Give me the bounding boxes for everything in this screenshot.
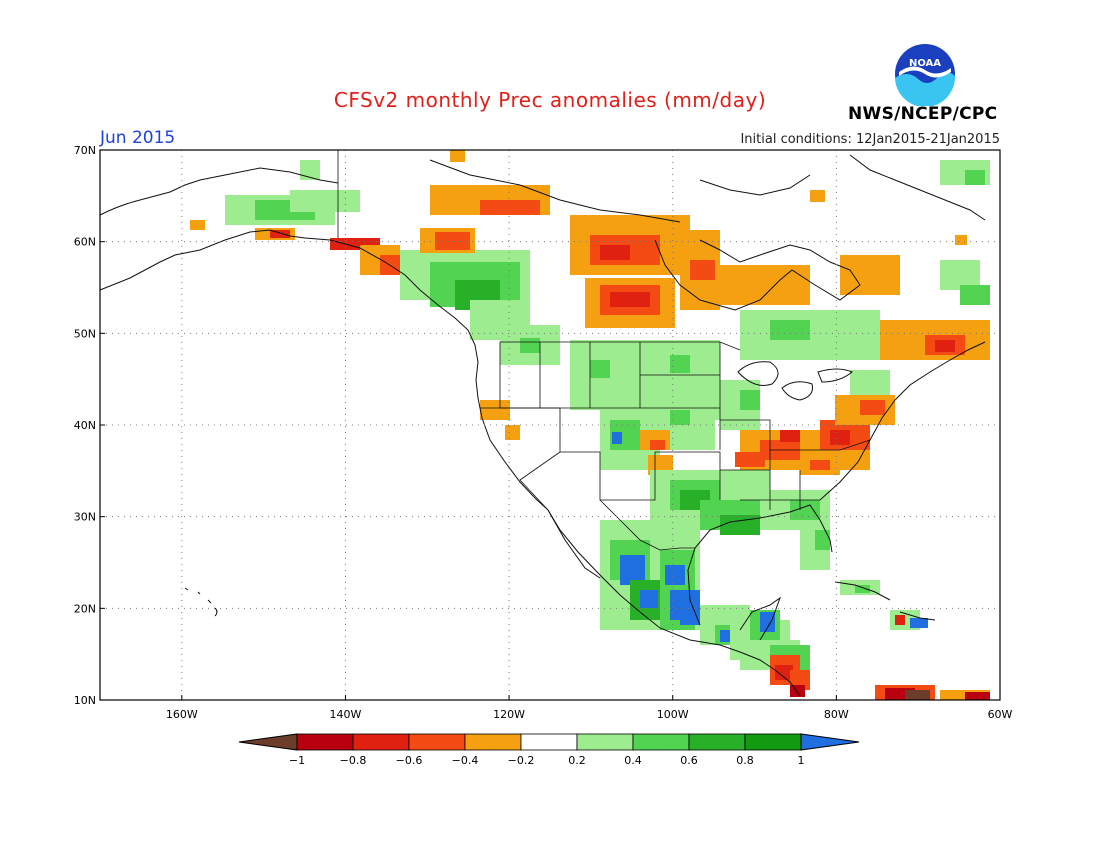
anomaly-cell bbox=[955, 235, 967, 245]
lat-label: 10N bbox=[74, 694, 96, 707]
lat-label: 30N bbox=[74, 511, 96, 524]
lon-label: 160W bbox=[166, 708, 198, 721]
colorbar-right-arrow bbox=[800, 733, 860, 751]
colorbar-label: 0.6 bbox=[680, 754, 698, 767]
anomaly-cell bbox=[735, 452, 765, 467]
lon-label: 120W bbox=[493, 708, 525, 721]
anomaly-cell bbox=[855, 585, 870, 593]
graticule bbox=[100, 150, 1000, 700]
anomaly-cell bbox=[690, 260, 715, 280]
lat-label: 60N bbox=[74, 236, 96, 249]
anomaly-cell bbox=[910, 618, 928, 628]
anomaly-cell bbox=[905, 690, 930, 700]
anomaly-cell bbox=[760, 612, 775, 632]
anomaly-cell bbox=[435, 232, 470, 250]
anomaly-cell bbox=[775, 665, 793, 680]
coastline bbox=[99, 154, 986, 697]
anomaly-cell bbox=[810, 190, 825, 202]
colorbar-swatch bbox=[520, 733, 578, 751]
anomaly-cell bbox=[505, 425, 520, 440]
anomaly-cell bbox=[290, 190, 360, 212]
noaa-logo-text: NOAA bbox=[909, 58, 941, 69]
colorbar-left-arrow bbox=[238, 733, 298, 751]
agency-label: NWS/NCEP/CPC bbox=[848, 104, 998, 124]
anomaly-cell bbox=[480, 200, 540, 215]
anomaly-cell bbox=[612, 432, 622, 444]
political-borders bbox=[337, 150, 871, 551]
anomaly-cell bbox=[610, 292, 650, 307]
lat-label: 40N bbox=[74, 419, 96, 432]
colorbar-swatch bbox=[408, 733, 466, 751]
anomaly-cell bbox=[450, 150, 465, 162]
anomaly-cell bbox=[190, 220, 205, 230]
anomaly-cell bbox=[780, 430, 800, 442]
anomaly-cell bbox=[650, 440, 665, 450]
map-title: CFSv2 monthly Prec anomalies (mm/day) bbox=[333, 88, 767, 112]
colorbar-label: −0.6 bbox=[396, 754, 423, 767]
initial-conditions: Initial conditions: 12Jan2015-21Jan2015 bbox=[740, 132, 1000, 147]
anomaly-cell bbox=[720, 515, 760, 535]
colorbar-label: 0.8 bbox=[736, 754, 754, 767]
colorbar-label: −0.2 bbox=[508, 754, 535, 767]
anomaly-cell bbox=[670, 410, 690, 425]
colorbar-label: −1 bbox=[289, 754, 305, 767]
lat-label: 50N bbox=[74, 327, 96, 340]
anomaly-cell bbox=[640, 590, 658, 608]
lon-label: 80W bbox=[824, 708, 849, 721]
anomaly-cell bbox=[790, 500, 820, 520]
anomaly-cell bbox=[960, 285, 990, 305]
anomaly-cell bbox=[770, 320, 810, 340]
longitude-labels: 160W 140W 120W 100W 80W 60W bbox=[166, 695, 1013, 721]
colorbar-label: 0.4 bbox=[624, 754, 642, 767]
anomaly-cell bbox=[830, 430, 850, 445]
colorbar-swatch bbox=[688, 733, 746, 751]
colorbar-swatch bbox=[296, 733, 354, 751]
anomaly-cell bbox=[965, 170, 985, 185]
lon-label: 60W bbox=[988, 708, 1013, 721]
anomaly-cell bbox=[590, 360, 610, 378]
colorbar-label: −0.8 bbox=[340, 754, 367, 767]
anomaly-cell bbox=[895, 615, 905, 625]
anomaly-cell bbox=[270, 230, 290, 238]
latitude-labels: 70N 60N 50N 40N 30N 20N 10N bbox=[74, 144, 105, 707]
anomaly-cell bbox=[860, 400, 885, 415]
colorbar-label: 0.2 bbox=[568, 754, 586, 767]
lat-label: 70N bbox=[74, 144, 96, 157]
colorbar-swatch bbox=[352, 733, 410, 751]
forecast-month: Jun 2015 bbox=[100, 128, 176, 148]
lon-label: 140W bbox=[330, 708, 362, 721]
anomaly-cell bbox=[665, 565, 685, 585]
anomaly-cell bbox=[740, 290, 790, 305]
anomaly-cell bbox=[965, 692, 990, 700]
colorbar-swatch bbox=[576, 733, 634, 751]
colorbar-swatch bbox=[744, 733, 802, 751]
colorbar-swatch bbox=[464, 733, 522, 751]
anomaly-cell bbox=[810, 460, 830, 470]
anomaly-cell bbox=[670, 355, 690, 373]
colorbar-label: −0.4 bbox=[452, 754, 479, 767]
lon-label: 100W bbox=[657, 708, 689, 721]
noaa-logo: NOAA bbox=[895, 44, 956, 106]
colorbar-label: 1 bbox=[798, 754, 805, 767]
anomaly-cell bbox=[480, 400, 510, 420]
anomaly-cell bbox=[815, 530, 830, 550]
anomaly-cell bbox=[300, 160, 320, 180]
anomaly-cell bbox=[600, 245, 630, 260]
lat-label: 20N bbox=[74, 602, 96, 615]
anomaly-cell bbox=[870, 260, 895, 275]
anomaly-cell bbox=[935, 340, 955, 352]
colorbar-swatch bbox=[632, 733, 690, 751]
anomaly-cell bbox=[740, 390, 760, 410]
